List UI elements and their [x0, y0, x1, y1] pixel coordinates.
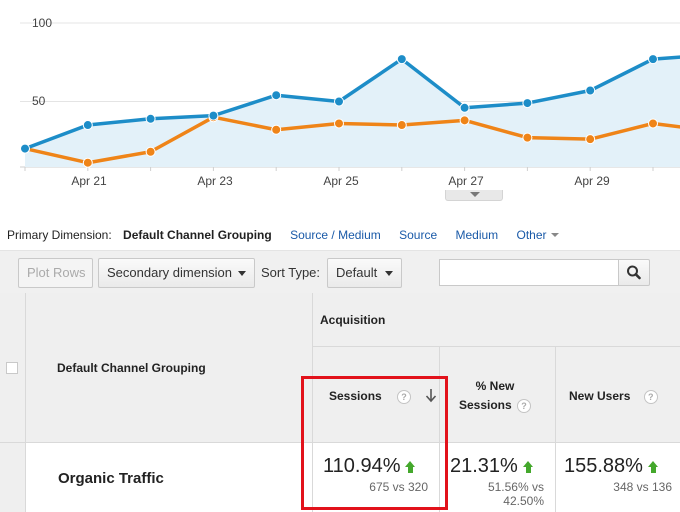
grid-divider [555, 346, 556, 512]
search-icon [627, 265, 641, 280]
column-header-sessions-label: Sessions [329, 389, 382, 403]
help-icon[interactable]: ? [517, 398, 532, 413]
trend-up-arrow-icon [647, 460, 659, 473]
series-1-point [334, 96, 344, 107]
x-tick-label: Apr 29 [574, 174, 610, 188]
report-table: Default Channel Grouping Acquisition Ses… [0, 293, 680, 512]
group-header-acquisition: Acquisition [320, 313, 386, 327]
new-users-comparison: 348 vs 136 [613, 480, 672, 494]
chevron-down-icon [385, 271, 393, 276]
series-1-point [648, 54, 658, 65]
series-1-area [25, 57, 680, 167]
series-1-point [396, 54, 407, 65]
series-1-point [522, 98, 533, 109]
sort-type-label: Sort Type: [261, 265, 321, 280]
series-2-point [82, 157, 93, 168]
series-2-point [145, 146, 156, 157]
pct-new-sessions-comparison: 51.56% vs 42.50% [487, 480, 544, 508]
series-1-point [145, 113, 156, 124]
sessions-line-chart: 100 50 Apr 21 Apr 23 Apr 25 Apr 27 Apr 2… [0, 0, 680, 201]
grid-divider [439, 346, 440, 512]
row-label-organic-traffic[interactable]: Organic Traffic [58, 470, 164, 487]
table-search-input[interactable] [439, 259, 619, 286]
sort-type-dropdown[interactable]: Default [327, 258, 402, 288]
series-1-point [585, 85, 596, 96]
dimension-other-label: Other [516, 228, 547, 243]
grid-divider [0, 442, 680, 443]
help-icon[interactable]: ? [397, 389, 412, 404]
chart-canvas [20, 22, 680, 171]
dimension-default-channel-grouping: Default Channel Grouping [123, 227, 272, 242]
series-1-point [459, 102, 470, 113]
x-tick-label: Apr 23 [197, 174, 233, 188]
chevron-down-icon [550, 233, 559, 238]
secondary-dimension-dropdown[interactable]: Secondary dimension [98, 258, 255, 288]
series-2-point [271, 124, 282, 135]
series-1-point [82, 120, 93, 131]
sort-descending-arrow-icon[interactable] [424, 388, 438, 404]
dimension-link-source-medium[interactable]: Source / Medium [290, 227, 381, 242]
sort-type-value: Default [336, 265, 378, 280]
series-2-point [334, 118, 344, 129]
trend-up-arrow-icon [522, 460, 534, 473]
series-2-point [459, 115, 470, 126]
chart-collapse-handle[interactable] [445, 190, 503, 201]
series-1-point [20, 143, 30, 154]
series-1-line [24, 55, 680, 151]
help-icon[interactable]: ? [643, 389, 658, 404]
series-2-point [585, 134, 596, 145]
pct-new-sessions-change-value: 21.31% [450, 455, 534, 478]
grid-divider [25, 293, 26, 512]
plot-rows-button[interactable]: Plot Rows [18, 258, 93, 288]
sessions-comparison: 675 vs 320 [369, 480, 428, 494]
select-all-checkbox[interactable] [6, 362, 18, 374]
dimension-link-other[interactable]: Other [517, 227, 559, 242]
sessions-highlight-box [301, 376, 448, 510]
column-header-pct-new-sessions-label: % New Sessions [458, 379, 515, 412]
sessions-change-text: 110.94% [323, 455, 401, 477]
table-toolbar: Plot Rows Secondary dimension Sort Type:… [0, 250, 680, 293]
x-tick-label: Apr 25 [323, 174, 359, 188]
row-checkbox-column [0, 442, 25, 512]
secondary-dimension-label: Secondary dimension [107, 265, 233, 280]
dimension-link-source[interactable]: Source [399, 227, 438, 242]
column-header-new-users-label: New Users [569, 389, 631, 403]
series-2-point [648, 118, 658, 129]
x-tick-label: Apr 21 [71, 174, 107, 188]
x-tick-label: Apr 27 [448, 174, 484, 188]
column-header-pct-new-sessions[interactable]: % New Sessions ? [452, 377, 538, 415]
column-header-channel-grouping[interactable]: Default Channel Grouping [57, 361, 206, 375]
pct-new-sessions-change-text: 21.31% [450, 455, 518, 477]
series-1-point [208, 110, 219, 121]
y-tick-label-100: 100 [32, 16, 53, 30]
primary-dimension-label: Primary Dimension: [7, 227, 112, 242]
sessions-change-value: 110.94% [323, 455, 416, 478]
column-header-new-users[interactable]: New Users ? [569, 389, 658, 404]
primary-dimension-bar: Primary Dimension: Default Channel Group… [7, 227, 559, 242]
column-header-sessions[interactable]: Sessions ? [329, 389, 412, 404]
table-header-background [0, 293, 680, 442]
trend-up-arrow-icon [405, 460, 416, 473]
y-tick-label-50: 50 [32, 94, 46, 108]
series-2-point [396, 120, 407, 131]
series-2-point [522, 132, 533, 143]
new-users-change-text: 155.88% [564, 455, 643, 477]
grid-divider [312, 346, 680, 347]
search-button[interactable] [618, 259, 650, 286]
chevron-down-icon [238, 271, 246, 276]
new-users-change-value: 155.88% [564, 455, 659, 478]
dimension-link-medium[interactable]: Medium [455, 227, 499, 242]
series-1-point [271, 90, 282, 101]
grid-divider [312, 293, 313, 512]
series-2-line [24, 115, 680, 165]
